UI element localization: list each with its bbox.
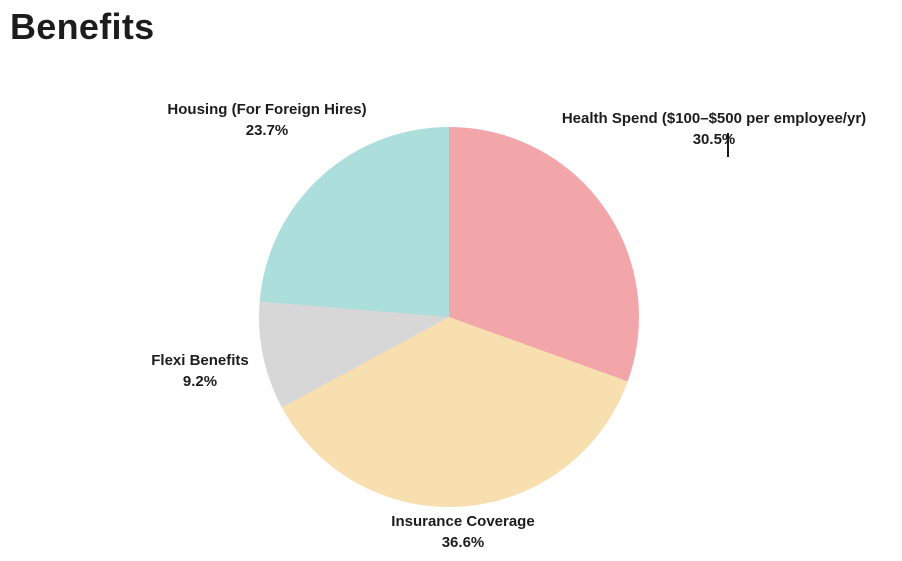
slice-label-text: Housing (For Foreign Hires) [167, 101, 367, 118]
slice-label-health-spend[interactable]: Health Spend ($100–$500 per employee/yr)… [562, 108, 866, 150]
slice-label-insurance-coverage[interactable]: Insurance Coverage 36.6% [391, 511, 534, 553]
slice-label-text: Health Spend ($100–$500 per employee/yr) [561, 110, 867, 127]
slice-label-flexi-benefits[interactable]: Flexi Benefits 9.2% [151, 350, 249, 392]
slice-label-text: Flexi Benefits [151, 352, 249, 369]
slice-pct-text: 23.7% [245, 122, 289, 139]
pie-chart[interactable] [259, 127, 639, 507]
page-title: Benefits [10, 6, 155, 47]
slice-pct-text: 30.5% [692, 131, 736, 148]
slice-label-housing[interactable]: Housing (For Foreign Hires) 23.7% [167, 99, 366, 141]
slice-label-text: Insurance Coverage [391, 513, 535, 530]
slice-pct-text: 9.2% [182, 373, 218, 390]
text-edit-caret [727, 133, 729, 157]
slice-pct-text: 36.6% [441, 534, 485, 551]
